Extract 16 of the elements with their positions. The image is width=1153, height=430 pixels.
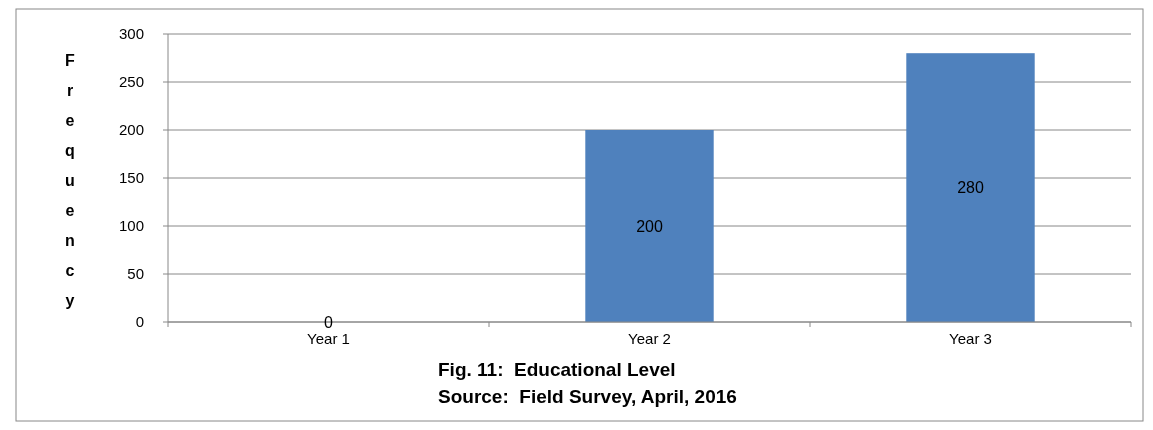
- y-tick-label: 50: [127, 265, 144, 283]
- data-label: 280: [957, 179, 984, 197]
- x-tick-label: Year 2: [628, 330, 671, 347]
- y-tick-label: 200: [118, 121, 144, 139]
- y-tick-label: 250: [118, 73, 144, 91]
- text: Frequency: [65, 52, 75, 309]
- data-label: 200: [636, 217, 663, 235]
- text: Fig. 11: Educational Level: [438, 359, 676, 380]
- data-label: 0: [324, 313, 334, 331]
- y-tick-label: 150: [118, 169, 144, 187]
- x-tick-label: Year 1: [307, 330, 350, 347]
- x-tick-label: Year 3: [949, 330, 992, 347]
- source-note: Source: Field Survey, April, 2016: [438, 386, 737, 407]
- y-tick-label: 100: [118, 217, 144, 235]
- y-tick-label: 0: [135, 313, 144, 331]
- y-tick-label: 300: [118, 25, 144, 43]
